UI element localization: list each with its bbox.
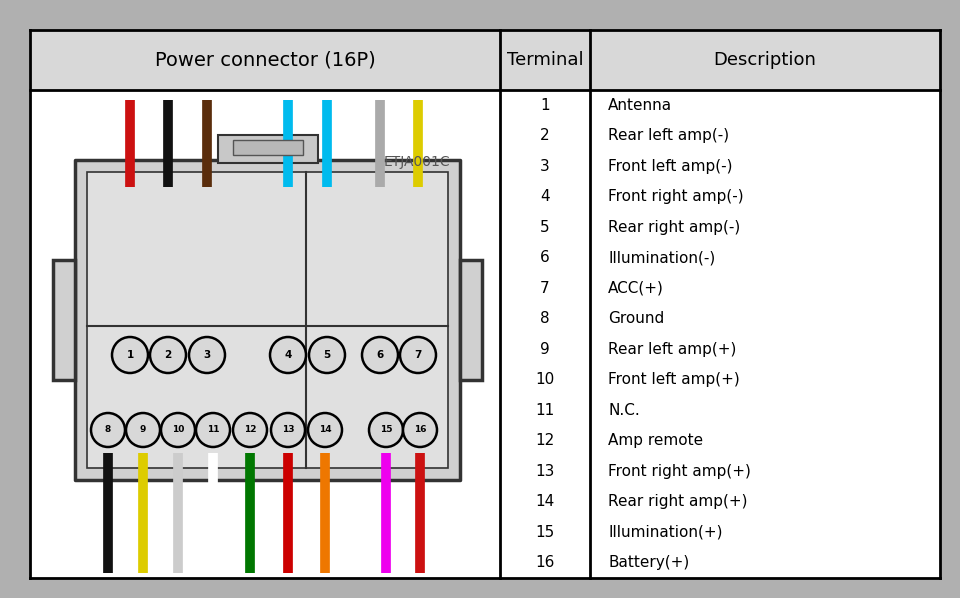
Text: 6: 6 bbox=[376, 350, 384, 360]
Text: 15: 15 bbox=[536, 525, 555, 540]
Bar bbox=[30, 30, 940, 90]
Text: 10: 10 bbox=[172, 426, 184, 435]
Text: 8: 8 bbox=[540, 311, 550, 327]
Text: 9: 9 bbox=[540, 341, 550, 357]
Circle shape bbox=[126, 413, 160, 447]
Text: Amp remote: Amp remote bbox=[608, 433, 703, 448]
Text: 2: 2 bbox=[540, 128, 550, 144]
Circle shape bbox=[150, 337, 186, 373]
Text: Ground: Ground bbox=[608, 311, 664, 327]
Circle shape bbox=[161, 413, 195, 447]
Text: 4: 4 bbox=[284, 350, 292, 360]
Text: 11: 11 bbox=[206, 426, 219, 435]
Text: 7: 7 bbox=[540, 280, 550, 296]
Text: Illumination(-): Illumination(-) bbox=[608, 250, 715, 266]
Text: 5: 5 bbox=[324, 350, 330, 360]
Text: 16: 16 bbox=[414, 426, 426, 435]
Text: 11: 11 bbox=[536, 402, 555, 418]
Text: 14: 14 bbox=[319, 426, 331, 435]
Text: 7: 7 bbox=[415, 350, 421, 360]
Text: Front left amp(+): Front left amp(+) bbox=[608, 372, 740, 388]
Circle shape bbox=[369, 413, 403, 447]
Text: Illumination(+): Illumination(+) bbox=[608, 525, 723, 540]
Bar bbox=[218, 135, 318, 163]
Text: Front right amp(-): Front right amp(-) bbox=[608, 189, 744, 205]
Circle shape bbox=[309, 337, 345, 373]
Text: 3: 3 bbox=[540, 158, 550, 174]
Text: Rear left amp(-): Rear left amp(-) bbox=[608, 128, 730, 144]
Text: 14: 14 bbox=[536, 495, 555, 509]
Text: Battery(+): Battery(+) bbox=[608, 556, 689, 570]
Text: 5: 5 bbox=[540, 219, 550, 235]
Bar bbox=[30, 90, 500, 578]
Text: Rear left amp(+): Rear left amp(+) bbox=[608, 341, 736, 357]
Text: 4: 4 bbox=[540, 189, 550, 205]
Text: 10: 10 bbox=[536, 372, 555, 388]
Text: 15: 15 bbox=[380, 426, 393, 435]
Text: Front right amp(+): Front right amp(+) bbox=[608, 464, 751, 479]
Circle shape bbox=[400, 337, 436, 373]
Circle shape bbox=[233, 413, 267, 447]
Circle shape bbox=[112, 337, 148, 373]
Text: 16: 16 bbox=[536, 556, 555, 570]
Text: 8: 8 bbox=[105, 426, 111, 435]
Text: 13: 13 bbox=[536, 464, 555, 479]
Circle shape bbox=[271, 413, 305, 447]
Bar bbox=[53, 260, 75, 380]
Text: ACC(+): ACC(+) bbox=[608, 280, 664, 296]
Text: 3: 3 bbox=[204, 350, 210, 360]
Text: ETJA001C: ETJA001C bbox=[383, 155, 450, 169]
Bar bbox=[460, 260, 482, 380]
Text: Rear right amp(+): Rear right amp(+) bbox=[608, 495, 748, 509]
Text: Description: Description bbox=[713, 51, 816, 69]
Text: 12: 12 bbox=[536, 433, 555, 448]
Circle shape bbox=[403, 413, 437, 447]
Text: 12: 12 bbox=[244, 426, 256, 435]
Bar bbox=[75, 160, 460, 480]
Text: 13: 13 bbox=[281, 426, 295, 435]
Circle shape bbox=[189, 337, 225, 373]
Circle shape bbox=[91, 413, 125, 447]
Bar bbox=[232, 140, 302, 155]
Circle shape bbox=[362, 337, 398, 373]
Text: 1: 1 bbox=[540, 97, 550, 113]
Bar bbox=[87, 172, 448, 468]
Text: N.C.: N.C. bbox=[608, 402, 639, 418]
Text: Power connector (16P): Power connector (16P) bbox=[155, 50, 375, 69]
Text: 2: 2 bbox=[164, 350, 172, 360]
Circle shape bbox=[308, 413, 342, 447]
Text: Terminal: Terminal bbox=[507, 51, 584, 69]
Circle shape bbox=[196, 413, 230, 447]
Circle shape bbox=[270, 337, 306, 373]
Text: Rear right amp(-): Rear right amp(-) bbox=[608, 219, 740, 235]
Text: Antenna: Antenna bbox=[608, 97, 672, 113]
Text: Front left amp(-): Front left amp(-) bbox=[608, 158, 732, 174]
Text: 1: 1 bbox=[127, 350, 133, 360]
Text: 9: 9 bbox=[140, 426, 146, 435]
Text: 6: 6 bbox=[540, 250, 550, 266]
